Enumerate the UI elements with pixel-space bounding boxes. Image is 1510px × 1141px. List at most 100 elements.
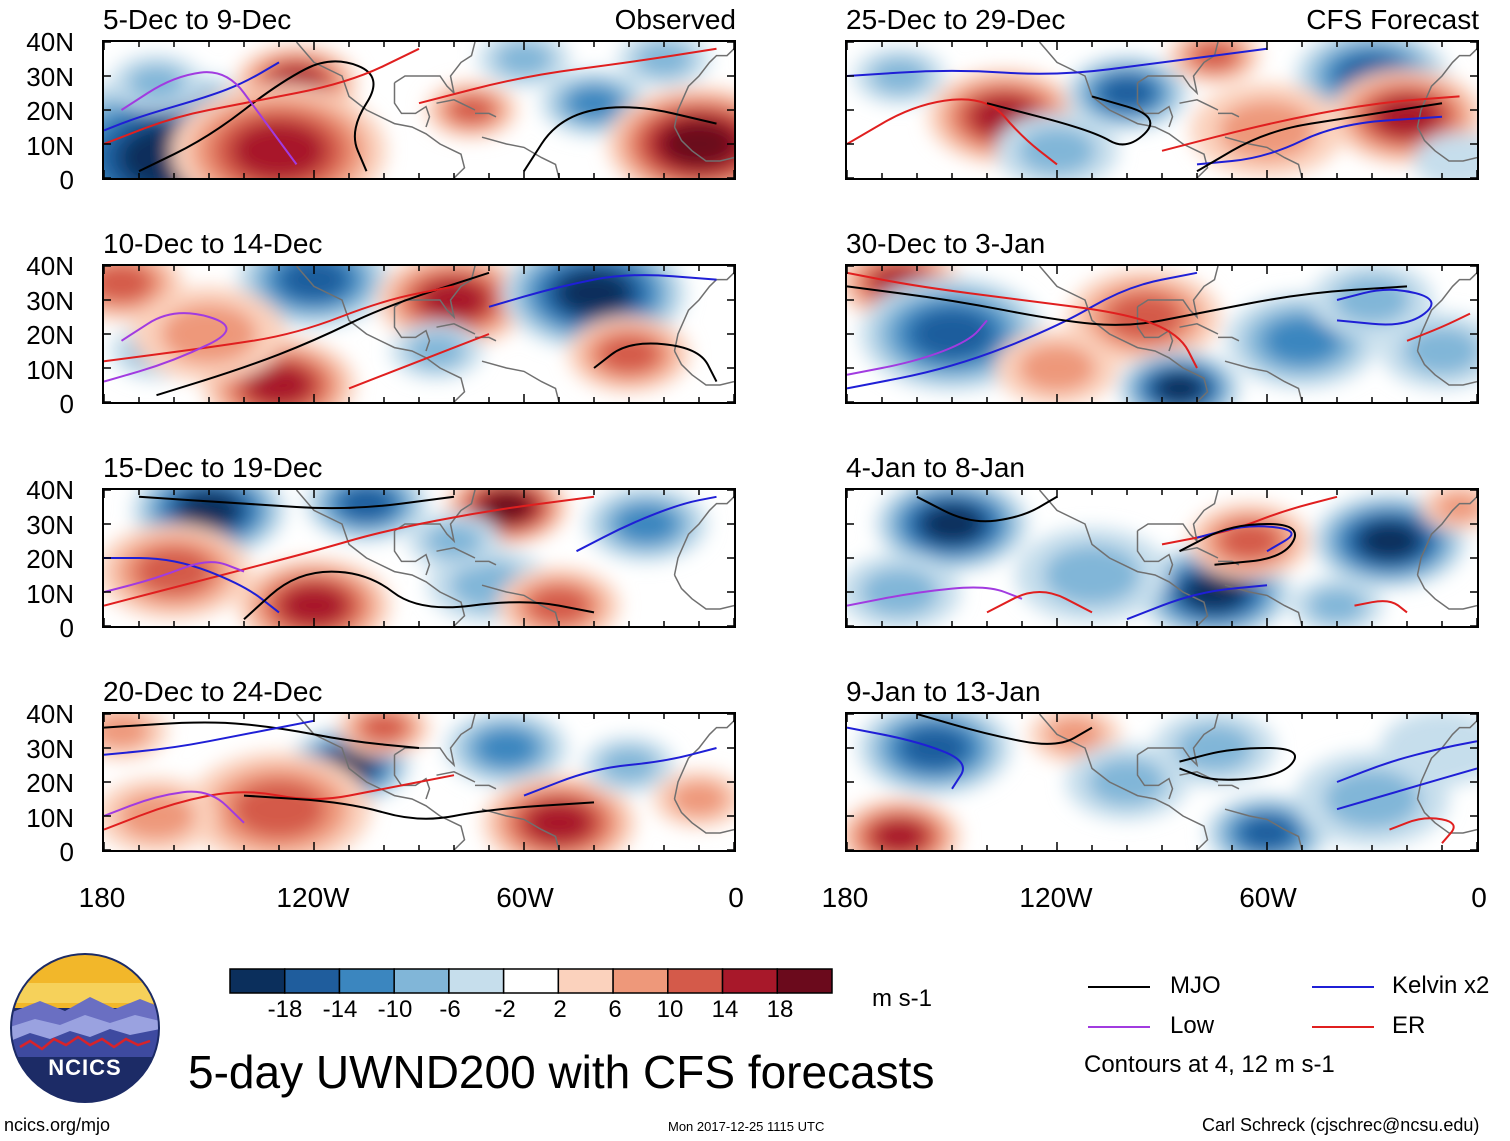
coastline	[1416, 496, 1477, 576]
map-svg	[104, 266, 734, 402]
legend-line-kelvin	[1312, 986, 1374, 988]
coastline	[1179, 99, 1219, 111]
wave-contour	[243, 570, 595, 620]
anomaly-shading	[567, 86, 621, 120]
panel-title: 15-Dec to 19-Dec	[103, 452, 323, 483]
anomaly-shading	[1240, 816, 1294, 850]
coastline	[673, 350, 734, 386]
coastline	[481, 360, 560, 402]
wave-contour	[847, 271, 1198, 390]
colorbar-units: m s-1	[872, 985, 932, 1012]
contour-note: Contours at 4, 12 m s-1	[1084, 1051, 1335, 1078]
anomaly-shading	[360, 714, 408, 742]
coastline	[295, 714, 466, 850]
wave-contour	[1196, 102, 1443, 173]
anomaly-shading	[1018, 127, 1096, 175]
x-tick-label: 0	[1471, 882, 1487, 913]
wave-contour	[104, 790, 245, 824]
anomaly-shading	[635, 42, 693, 77]
anomaly-shading	[104, 266, 153, 303]
coastline	[1038, 266, 1209, 402]
anomaly-shading	[1045, 716, 1104, 753]
wave-contour	[847, 271, 1198, 369]
coastline	[1179, 771, 1219, 783]
colorbar-swatch	[667, 968, 724, 994]
coastline	[673, 798, 734, 834]
anomaly-shading	[1043, 545, 1141, 605]
map-svg	[104, 714, 734, 850]
coastline	[1038, 490, 1209, 626]
map-svg	[104, 42, 734, 178]
wave-contour	[986, 95, 1152, 146]
y-tick-label: 20N	[26, 768, 74, 798]
y-tick-label: 30N	[26, 733, 74, 764]
wave-contour	[104, 495, 595, 607]
wave-contour	[1126, 584, 1268, 621]
coastline	[393, 306, 431, 352]
wave-contour	[523, 106, 717, 172]
coastline	[1416, 350, 1477, 386]
wave-contour	[847, 98, 1058, 166]
coastline	[673, 126, 734, 162]
coastline	[1179, 547, 1219, 559]
y-tick-label: 40N	[26, 699, 74, 729]
x-tick-label: 0	[728, 882, 744, 913]
colorbar-swatch	[393, 968, 450, 994]
coastline	[394, 490, 476, 544]
colorbar-tick: -6	[439, 996, 461, 1023]
legend-line-er	[1312, 1026, 1374, 1028]
colorbar-tick: -14	[322, 996, 358, 1023]
y-tick-label: 10N	[26, 802, 74, 833]
coastline	[1038, 42, 1209, 178]
anomaly-shading	[911, 309, 993, 359]
anomaly-shading	[598, 335, 660, 374]
wave-contour	[847, 586, 1023, 607]
y-tick-label: 10N	[26, 578, 74, 609]
footer-url[interactable]: ncics.org/mjo	[4, 1115, 111, 1135]
anomaly-shading	[280, 584, 348, 626]
anomaly-shading	[557, 270, 631, 317]
anomaly-shading	[232, 780, 326, 838]
anomaly-shading	[231, 121, 327, 178]
anomaly-shading	[1154, 373, 1205, 402]
wave-contour	[104, 719, 315, 756]
coastline	[1136, 82, 1174, 128]
panel-title: 9-Jan to 13-Jan	[846, 676, 1041, 707]
map-svg	[847, 266, 1477, 402]
anomaly-shading	[1088, 758, 1166, 806]
colorbar-tick: 6	[608, 996, 622, 1023]
anomaly-shading	[1018, 344, 1096, 392]
y-tick-label: 10N	[26, 354, 74, 385]
wave-contour	[523, 747, 717, 797]
y-tick-label: 20N	[26, 96, 74, 126]
anomaly-shading	[872, 819, 927, 850]
wave-contour	[138, 60, 375, 173]
wave-contour	[243, 794, 595, 820]
colorbar-swatch	[612, 968, 669, 994]
anomaly-shading	[1218, 521, 1281, 561]
anomaly-shading	[1333, 276, 1411, 324]
colorbar-swatch	[448, 968, 505, 994]
coastline	[673, 48, 734, 128]
panel-title: 5-Dec to 9-Dec	[103, 4, 292, 35]
coastline	[1218, 336, 1240, 342]
anomaly-shading	[921, 504, 983, 544]
coastline	[295, 42, 466, 178]
y-tick-label: 30N	[26, 509, 74, 540]
wave-contour	[1336, 767, 1477, 811]
anomaly-shading	[1263, 317, 1341, 365]
wave-contour	[1179, 522, 1296, 566]
coastline	[475, 560, 497, 566]
map-panel-1	[102, 40, 736, 180]
colorbar-tick: -2	[494, 996, 516, 1023]
anomaly-shading	[1358, 521, 1421, 561]
coastline	[475, 112, 497, 118]
coastline	[673, 720, 734, 800]
map-panel-4	[102, 712, 736, 852]
x-tick-label: 60W	[496, 882, 554, 913]
anomaly-shading	[1380, 714, 1477, 787]
coastline	[1038, 714, 1209, 850]
wave-contour	[104, 61, 280, 132]
anomaly-shading	[178, 491, 240, 530]
coastline	[1218, 784, 1240, 790]
